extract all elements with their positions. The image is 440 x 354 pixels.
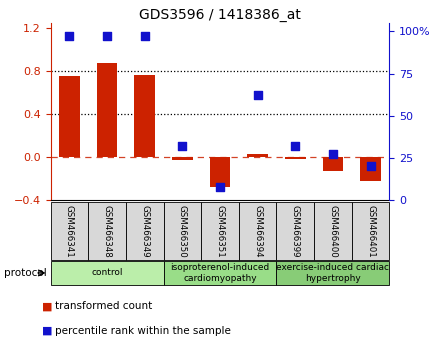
- Text: GSM466351: GSM466351: [216, 205, 224, 257]
- Title: GDS3596 / 1418386_at: GDS3596 / 1418386_at: [139, 8, 301, 22]
- Bar: [97, 63, 117, 157]
- Text: GSM466399: GSM466399: [291, 205, 300, 257]
- FancyBboxPatch shape: [88, 202, 126, 260]
- Bar: [247, 154, 268, 157]
- Text: ■: ■: [42, 326, 52, 336]
- Text: transformed count: transformed count: [55, 301, 152, 311]
- Text: control: control: [92, 268, 123, 278]
- Bar: [285, 157, 306, 159]
- FancyBboxPatch shape: [201, 202, 239, 260]
- Bar: [323, 157, 343, 171]
- FancyBboxPatch shape: [276, 261, 389, 285]
- Text: GSM466341: GSM466341: [65, 205, 74, 257]
- FancyBboxPatch shape: [51, 202, 88, 260]
- FancyBboxPatch shape: [164, 261, 276, 285]
- Point: [292, 143, 299, 149]
- Text: GSM466349: GSM466349: [140, 205, 149, 257]
- Text: GSM466350: GSM466350: [178, 205, 187, 257]
- FancyBboxPatch shape: [51, 261, 164, 285]
- FancyBboxPatch shape: [276, 202, 314, 260]
- Bar: [209, 157, 231, 187]
- Text: percentile rank within the sample: percentile rank within the sample: [55, 326, 231, 336]
- Point: [254, 93, 261, 98]
- Text: ■: ■: [42, 301, 52, 311]
- Text: isoproterenol-induced
cardiomyopathy: isoproterenol-induced cardiomyopathy: [170, 263, 270, 282]
- Point: [216, 184, 224, 189]
- Bar: [172, 157, 193, 160]
- FancyBboxPatch shape: [126, 202, 164, 260]
- Text: GSM466348: GSM466348: [103, 205, 112, 257]
- Text: GSM466394: GSM466394: [253, 205, 262, 257]
- Text: GSM466401: GSM466401: [366, 205, 375, 257]
- Text: protocol: protocol: [4, 268, 47, 278]
- Bar: [360, 157, 381, 181]
- Point: [330, 152, 337, 157]
- FancyBboxPatch shape: [164, 202, 201, 260]
- Text: exercise-induced cardiac
hypertrophy: exercise-induced cardiac hypertrophy: [276, 263, 389, 282]
- Bar: [59, 75, 80, 157]
- Point: [66, 34, 73, 39]
- Bar: [134, 74, 155, 157]
- Point: [103, 34, 110, 39]
- Point: [141, 34, 148, 39]
- FancyBboxPatch shape: [352, 202, 389, 260]
- Point: [367, 164, 374, 169]
- Text: GSM466400: GSM466400: [328, 205, 337, 257]
- Point: [179, 143, 186, 149]
- FancyBboxPatch shape: [314, 202, 352, 260]
- FancyBboxPatch shape: [239, 202, 276, 260]
